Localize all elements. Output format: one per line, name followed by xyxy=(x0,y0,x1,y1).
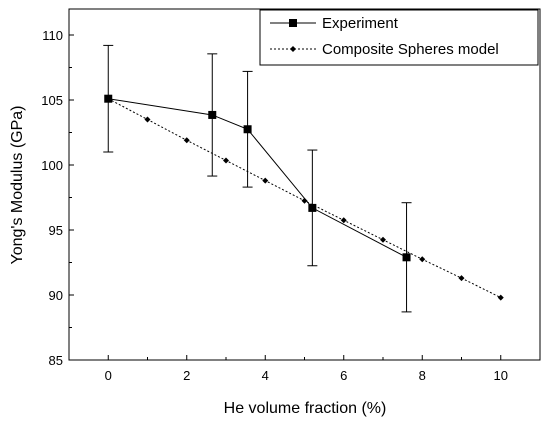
x-tick-label: 0 xyxy=(105,368,112,383)
legend-box xyxy=(259,9,539,66)
y-tick-label: 85 xyxy=(49,353,63,368)
experiment-point xyxy=(402,253,411,262)
legend-marker-model xyxy=(290,46,296,52)
x-axis-title: He volume fraction (%) xyxy=(224,400,387,417)
experiment-point xyxy=(104,94,113,103)
model-point xyxy=(301,197,308,204)
legend: Experiment Composite Spheres model xyxy=(259,9,539,66)
y-tick-label: 110 xyxy=(42,28,63,43)
y-tick-label: 95 xyxy=(49,223,63,238)
x-axis: 0 2 4 6 8 10 xyxy=(105,355,508,383)
experiment-point xyxy=(308,203,317,212)
y-tick-label: 105 xyxy=(41,93,63,108)
x-tick-label: 8 xyxy=(419,368,426,383)
series-layer xyxy=(103,44,504,313)
model-point xyxy=(183,137,190,144)
y-axis: 85 90 95 100 105 110 xyxy=(41,28,74,368)
legend-marker-experiment xyxy=(289,19,297,27)
model-point xyxy=(262,177,269,184)
model-point xyxy=(144,116,151,123)
experiment-point xyxy=(208,110,217,119)
y-tick-label: 90 xyxy=(49,288,63,303)
model-point xyxy=(223,157,229,164)
x-tick-label: 6 xyxy=(340,368,347,383)
model-point xyxy=(497,294,504,301)
legend-label-experiment: Experiment xyxy=(322,15,399,32)
experiment-series-line xyxy=(108,98,407,258)
x-tick-label: 10 xyxy=(494,368,508,383)
x-tick-label: 2 xyxy=(183,368,190,383)
y-tick-label: 100 xyxy=(41,158,63,173)
model-point xyxy=(340,217,347,224)
model-point xyxy=(380,236,386,243)
model-point xyxy=(458,275,465,282)
experiment-point xyxy=(243,125,252,134)
legend-label-model: Composite Spheres model xyxy=(322,41,499,58)
x-tick-label: 4 xyxy=(262,368,269,383)
y-axis-title: Yong's Modulus (GPa) xyxy=(9,106,26,265)
model-point xyxy=(419,256,426,263)
